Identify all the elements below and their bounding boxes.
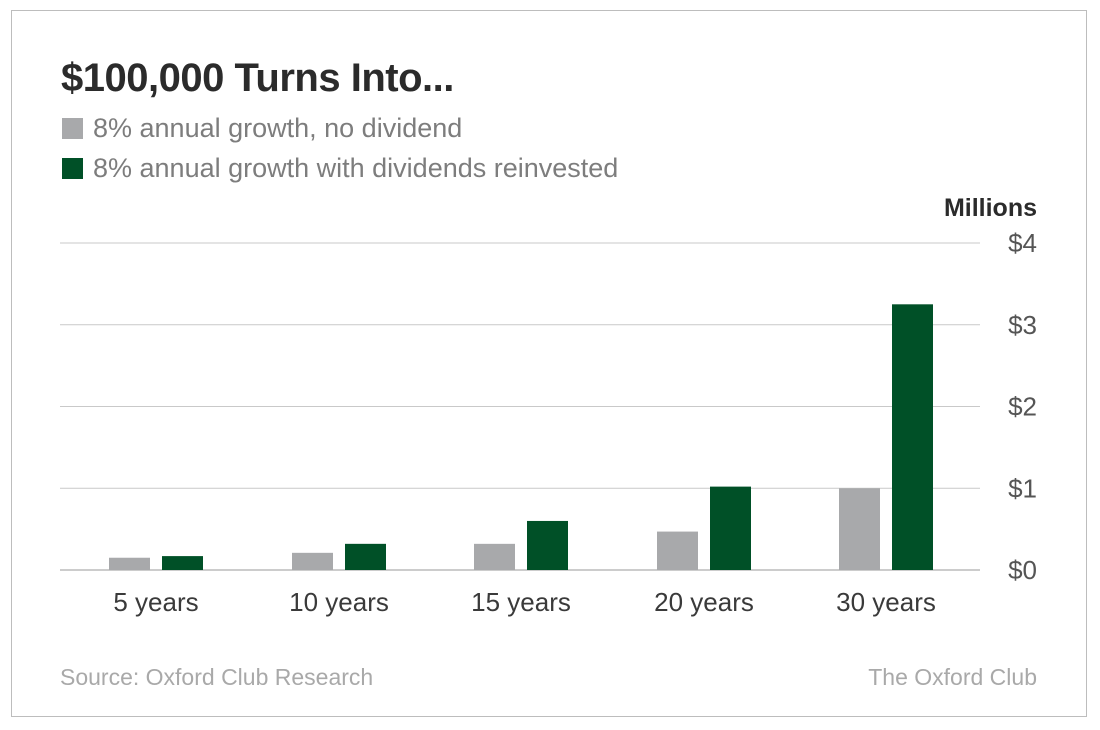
legend-item-no-dividend: 8% annual growth, no dividend <box>62 113 462 144</box>
bar-no-dividend <box>109 557 150 570</box>
bar-dividends-reinvested <box>162 556 203 570</box>
bar-dividends-reinvested <box>710 486 751 570</box>
legend-label-dividends-reinvested: 8% annual growth with dividends reinvest… <box>93 153 619 183</box>
bar-no-dividend <box>839 488 880 570</box>
y-tick-label: $4 <box>1008 228 1037 258</box>
brand-label: The Oxford Club <box>868 664 1037 690</box>
legend-swatch-no-dividend <box>62 118 83 139</box>
bar-no-dividend <box>657 531 698 570</box>
x-tick-label: 15 years <box>471 587 571 617</box>
bar-dividends-reinvested <box>527 520 568 570</box>
y-tick-label: $1 <box>1008 473 1037 503</box>
bar-no-dividend <box>292 552 333 570</box>
x-tick-label: 5 years <box>113 587 198 617</box>
bar-no-dividend <box>474 543 515 570</box>
legend-item-dividends-reinvested: 8% annual growth with dividends reinvest… <box>62 153 618 184</box>
y-tick-label: $3 <box>1008 310 1037 340</box>
bar-dividends-reinvested <box>892 304 933 570</box>
y-axis-unit-label: Millions <box>943 194 1037 222</box>
x-tick-label: 20 years <box>654 587 754 617</box>
y-tick-label: $0 <box>1008 555 1037 585</box>
x-tick-label: 30 years <box>836 587 936 617</box>
chart-title: $100,000 Turns Into... <box>61 56 454 100</box>
y-tick-label: $2 <box>1008 392 1037 422</box>
x-tick-label: 10 years <box>289 587 389 617</box>
bar-dividends-reinvested <box>345 543 386 570</box>
legend-swatch-dividends-reinvested <box>62 158 83 179</box>
source-note: Source: Oxford Club Research <box>60 664 374 690</box>
legend-label-no-dividend: 8% annual growth, no dividend <box>93 113 463 143</box>
